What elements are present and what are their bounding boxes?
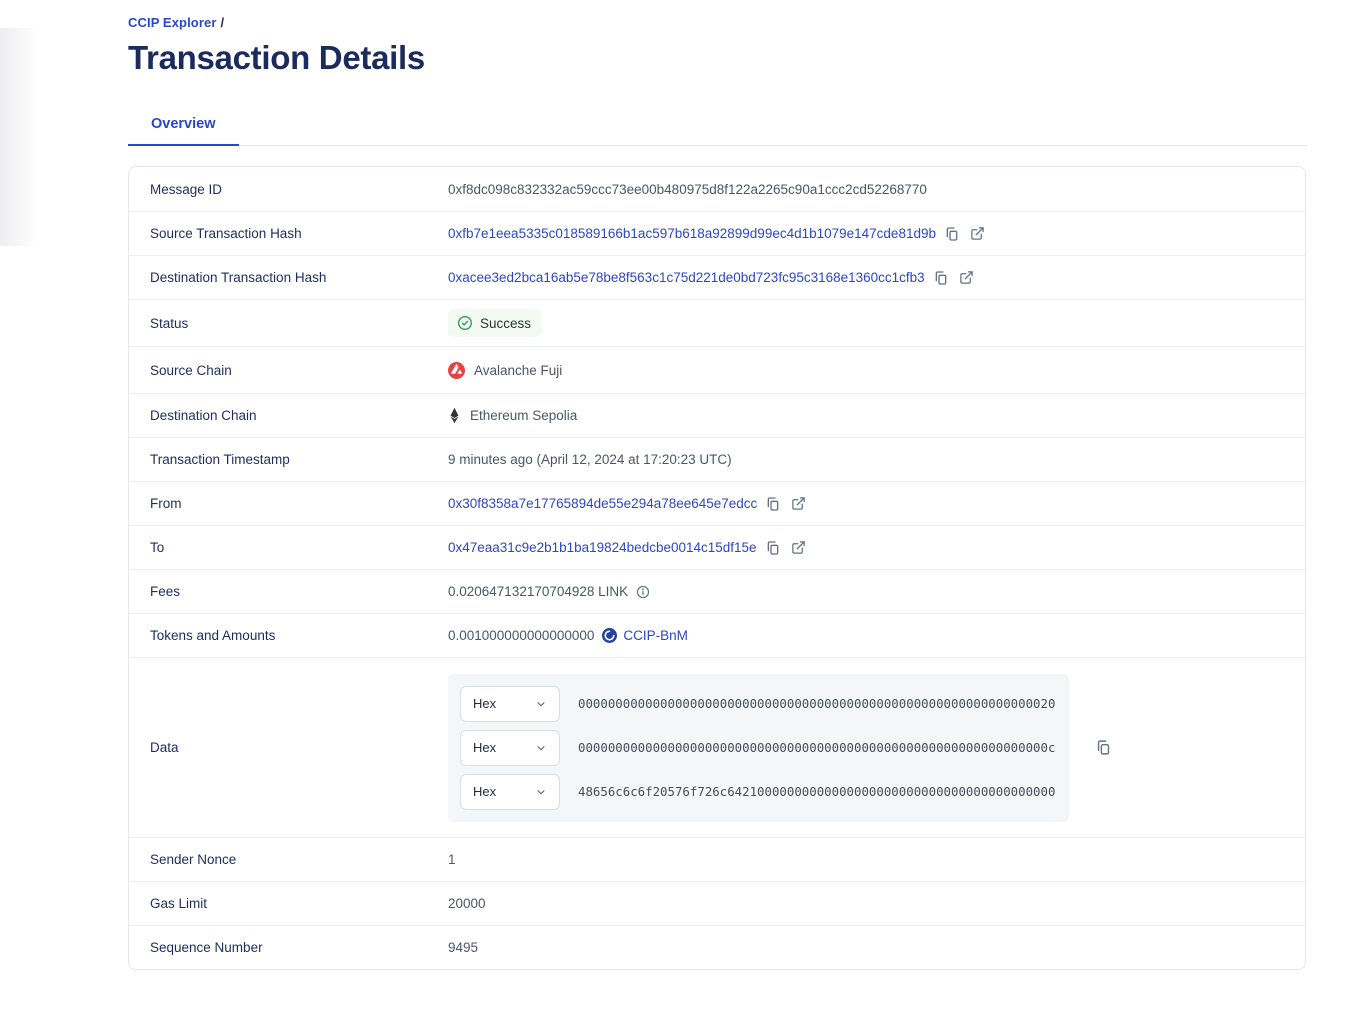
row-data: Data Hex 0000000000000000000000000000000… bbox=[129, 657, 1305, 837]
check-circle-icon bbox=[457, 315, 473, 331]
page-title: Transaction Details bbox=[128, 39, 425, 76]
data-line: Hex 000000000000000000000000000000000000… bbox=[460, 729, 1057, 766]
to-address-link[interactable]: 0x47eaa31c9e2b1b1ba19824bedcbe0014c15df1… bbox=[448, 540, 757, 555]
row-tokens-and-amounts: Tokens and Amounts 0.001000000000000000 … bbox=[129, 613, 1305, 657]
status-text: Success bbox=[480, 315, 532, 331]
message-id-label: Message ID bbox=[150, 181, 223, 197]
data-format-select[interactable]: Hex bbox=[460, 773, 560, 810]
breadcrumb: CCIP Explorer / bbox=[128, 15, 1308, 30]
external-link-icon[interactable] bbox=[970, 226, 985, 241]
data-hex-line-2: 0000000000000000000000000000000000000000… bbox=[578, 740, 1056, 755]
from-address-link[interactable]: 0x30f8358a7e17765894de55e294a78ee645e7ed… bbox=[448, 496, 758, 511]
sequence-number-label: Sequence Number bbox=[150, 940, 263, 955]
gas-limit-label: Gas Limit bbox=[150, 896, 208, 911]
copy-icon[interactable] bbox=[765, 496, 781, 512]
to-label: To bbox=[150, 540, 165, 555]
dest-chain-name: Ethereum Sepolia bbox=[470, 408, 578, 423]
tab-overview[interactable]: Overview bbox=[128, 107, 239, 146]
tab-bar: Overview bbox=[128, 107, 1308, 146]
status-label: Status bbox=[150, 315, 189, 331]
data-label: Data bbox=[150, 740, 179, 755]
row-dest-tx-hash: Destination Transaction Hash 0xacee3ed2b… bbox=[129, 255, 1305, 299]
row-timestamp: Transaction Timestamp 9 minutes ago (Apr… bbox=[129, 437, 1305, 481]
copy-icon[interactable] bbox=[1095, 739, 1112, 756]
data-format-select[interactable]: Hex bbox=[460, 685, 560, 722]
token-amount: 0.001000000000000000 bbox=[448, 628, 595, 643]
chevron-down-icon bbox=[535, 698, 547, 710]
fees-value: 0.020647132170704928 LINK bbox=[448, 584, 629, 599]
data-line: Hex 48656c6c6f20576f726c6421000000000000… bbox=[460, 773, 1057, 810]
row-status: Status Success bbox=[129, 299, 1305, 346]
tokens-label: Tokens and Amounts bbox=[150, 628, 276, 643]
ccip-bnm-token-icon bbox=[602, 628, 618, 643]
source-chain-name: Avalanche Fuji bbox=[474, 362, 563, 378]
external-link-icon[interactable] bbox=[791, 496, 806, 511]
breadcrumb-separator: / bbox=[220, 15, 225, 30]
dest-tx-hash-link[interactable]: 0xacee3ed2bca16ab5e78be8f563c1c75d221de0… bbox=[448, 270, 925, 285]
row-from: From 0x30f8358a7e17765894de55e294a78ee64… bbox=[129, 481, 1305, 525]
info-icon[interactable] bbox=[636, 585, 650, 599]
avalanche-icon bbox=[448, 361, 465, 379]
row-sequence-number: Sequence Number 9495 bbox=[129, 925, 1305, 969]
copy-icon[interactable] bbox=[933, 270, 949, 286]
source-tx-hash-label: Source Transaction Hash bbox=[150, 226, 302, 241]
ethereum-icon bbox=[448, 407, 461, 424]
chevron-down-icon bbox=[535, 786, 547, 798]
data-line: Hex 000000000000000000000000000000000000… bbox=[460, 685, 1057, 722]
gas-limit-value: 20000 bbox=[448, 896, 486, 911]
data-hex-box: Hex 000000000000000000000000000000000000… bbox=[448, 673, 1069, 822]
breadcrumb-ccip-explorer-link[interactable]: CCIP Explorer bbox=[128, 15, 217, 30]
copy-icon[interactable] bbox=[944, 226, 960, 242]
row-fees: Fees 0.020647132170704928 LINK bbox=[129, 569, 1305, 613]
data-format-select[interactable]: Hex bbox=[460, 729, 560, 766]
timestamp-value: 9 minutes ago (April 12, 2024 at 17:20:2… bbox=[448, 452, 732, 467]
fees-label: Fees bbox=[150, 584, 181, 599]
dest-tx-hash-label: Destination Transaction Hash bbox=[150, 270, 327, 285]
sender-nonce-label: Sender Nonce bbox=[150, 852, 237, 867]
from-label: From bbox=[150, 496, 182, 511]
source-tx-hash-link[interactable]: 0xfb7e1eea5335c018589166b1ac597b618a9289… bbox=[448, 226, 936, 241]
row-message-id: Message ID 0xf8dc098c832332ac59ccc73ee00… bbox=[129, 167, 1305, 211]
row-source-chain: Source Chain Avalanche Fuji bbox=[129, 346, 1305, 393]
sequence-number-value: 9495 bbox=[448, 940, 479, 955]
external-link-icon[interactable] bbox=[791, 540, 806, 555]
data-hex-line-3: 48656c6c6f20576f726c64210000000000000000… bbox=[578, 784, 1056, 799]
row-gas-limit: Gas Limit 20000 bbox=[129, 881, 1305, 925]
transaction-details-page: CCIP Explorer / Transaction Details Overv… bbox=[128, 15, 1308, 970]
sender-nonce-value: 1 bbox=[448, 852, 456, 867]
source-chain-label: Source Chain bbox=[150, 362, 232, 378]
row-dest-chain: Destination Chain Ethereum Sepolia bbox=[129, 393, 1305, 437]
timestamp-label: Transaction Timestamp bbox=[150, 452, 290, 467]
status-badge: Success bbox=[448, 309, 543, 337]
transaction-details-card: Message ID 0xf8dc098c832332ac59ccc73ee00… bbox=[128, 166, 1306, 970]
row-source-tx-hash: Source Transaction Hash 0xfb7e1eea5335c0… bbox=[129, 211, 1305, 255]
dest-chain-label: Destination Chain bbox=[150, 408, 257, 423]
data-hex-line-1: 0000000000000000000000000000000000000000… bbox=[578, 696, 1056, 711]
external-link-icon[interactable] bbox=[959, 270, 974, 285]
chevron-down-icon bbox=[535, 742, 547, 754]
message-id-value: 0xf8dc098c832332ac59ccc73ee00b480975d8f1… bbox=[448, 181, 927, 197]
row-to: To 0x47eaa31c9e2b1b1ba19824bedcbe0014c15… bbox=[129, 525, 1305, 569]
copy-icon[interactable] bbox=[765, 540, 781, 556]
row-sender-nonce: Sender Nonce 1 bbox=[129, 837, 1305, 881]
token-name-link[interactable]: CCIP-BnM bbox=[623, 628, 688, 643]
